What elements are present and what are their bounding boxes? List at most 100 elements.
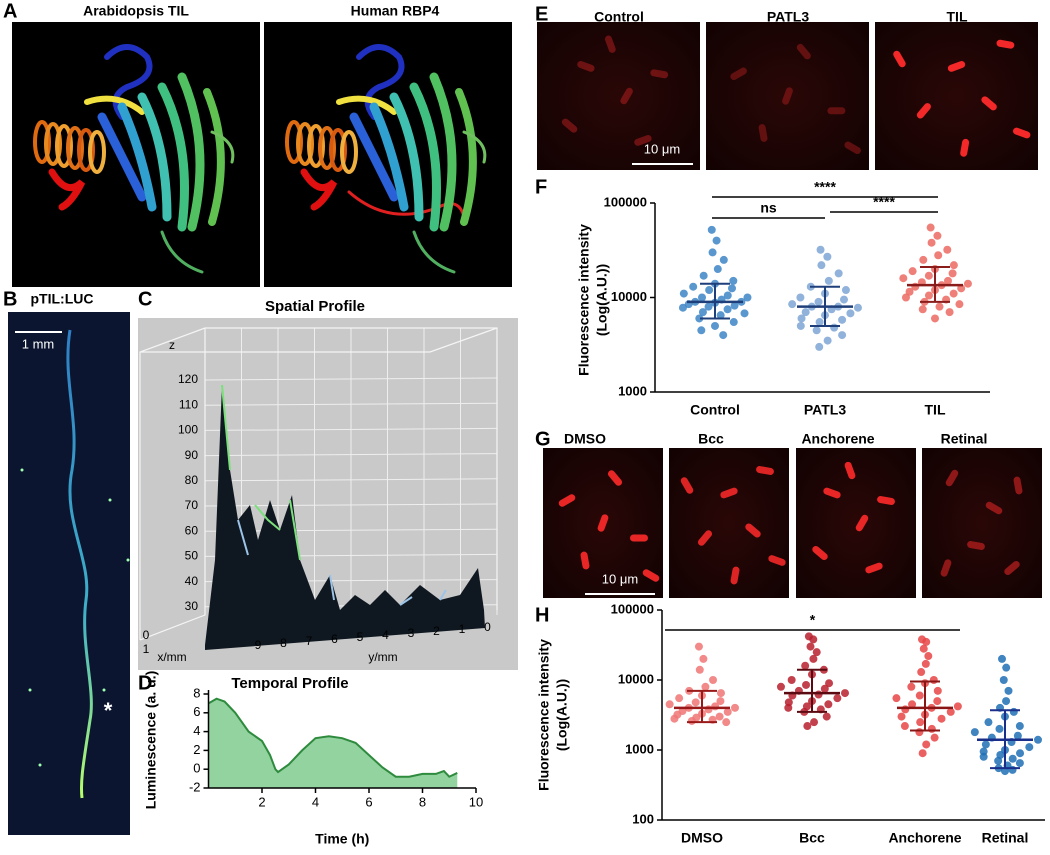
dot	[697, 326, 706, 335]
surface-highlight	[237, 519, 447, 606]
helix-turn	[329, 128, 347, 172]
x-tick-label: TIL	[925, 402, 946, 418]
y-tick-label: 0	[484, 620, 491, 634]
z-tick-label: 120	[178, 372, 198, 386]
micrograph	[537, 22, 700, 170]
dot	[970, 728, 979, 737]
cell	[577, 61, 595, 72]
dot	[853, 303, 862, 312]
box-edge	[139, 327, 498, 641]
y-tick-label: 7	[306, 634, 313, 648]
dot	[918, 305, 927, 314]
speck	[102, 688, 106, 692]
profile-title: Spatial Profile	[265, 298, 365, 315]
panel-letter: F	[535, 176, 547, 198]
cell	[1004, 560, 1020, 576]
dot	[722, 718, 731, 727]
speck	[20, 468, 24, 472]
cell	[947, 61, 966, 72]
dot	[723, 291, 732, 300]
dot	[716, 311, 725, 320]
line	[207, 697, 458, 778]
cell	[827, 107, 846, 115]
dot	[1016, 749, 1025, 758]
dot	[825, 679, 834, 688]
dot	[812, 648, 821, 657]
x-tick-label: Control	[690, 402, 740, 418]
panel-letter: D	[138, 672, 152, 694]
dot	[945, 308, 954, 317]
dot	[698, 308, 707, 317]
z-tick-label: 80	[185, 473, 199, 487]
cell	[604, 35, 616, 53]
cell	[697, 530, 713, 546]
dot	[814, 690, 823, 699]
y-tick-label: 10000	[611, 289, 647, 304]
x-tick-label: 8	[419, 794, 426, 809]
marker: *	[104, 698, 113, 723]
z-tick-label: 70	[185, 498, 199, 512]
dot	[1015, 722, 1024, 731]
dot	[949, 289, 958, 298]
dot	[723, 305, 732, 314]
dot	[670, 714, 679, 723]
dot	[927, 724, 936, 733]
dot	[955, 300, 964, 309]
dot	[812, 326, 821, 335]
dot	[740, 309, 749, 318]
ribbon	[349, 112, 399, 202]
cell	[620, 87, 633, 105]
cell	[1013, 127, 1031, 139]
cell	[782, 87, 793, 105]
dot	[823, 252, 832, 261]
cell	[855, 514, 869, 532]
dot	[691, 698, 700, 707]
y-tick-label: 5	[357, 630, 364, 644]
cell	[650, 69, 669, 79]
ribbon	[412, 230, 456, 274]
cell	[558, 494, 576, 507]
cell	[634, 135, 652, 146]
dot	[713, 265, 722, 274]
dot	[846, 309, 855, 318]
dot	[1025, 743, 1034, 752]
panel-letter: B	[3, 288, 17, 310]
helix-turn	[88, 130, 106, 174]
cell	[985, 501, 1003, 515]
cell	[877, 496, 895, 505]
cell	[597, 514, 609, 532]
dot	[995, 724, 1004, 733]
y-axis-label: (Log(A.U.))	[554, 679, 570, 751]
helix-turn	[33, 120, 51, 164]
dot	[907, 682, 916, 691]
helix-turn	[77, 128, 95, 172]
cell	[844, 141, 861, 155]
dot	[892, 694, 901, 703]
dot	[730, 301, 739, 310]
dot	[1009, 707, 1018, 716]
micrograph	[706, 22, 869, 170]
dot	[704, 302, 713, 311]
y-tick-label: 4	[382, 628, 389, 642]
cell	[796, 43, 811, 60]
dot	[1004, 686, 1013, 695]
dot	[694, 642, 703, 651]
cell	[865, 562, 883, 574]
dot	[908, 267, 917, 276]
dot	[943, 276, 952, 285]
x-tick-label: 0	[143, 628, 150, 642]
dot	[919, 255, 928, 264]
dot	[915, 728, 924, 737]
z-tick-label: 110	[179, 397, 198, 411]
cell	[758, 124, 768, 142]
image-title: Anchorene	[801, 431, 874, 447]
speck	[126, 558, 130, 562]
cell	[893, 50, 906, 68]
y-axis-label: Luminescence (a. u.)	[143, 671, 159, 809]
dot	[897, 712, 906, 721]
panel-letter: H	[535, 604, 549, 626]
dot	[917, 668, 926, 677]
dot	[816, 245, 825, 254]
ribbon	[455, 88, 477, 226]
